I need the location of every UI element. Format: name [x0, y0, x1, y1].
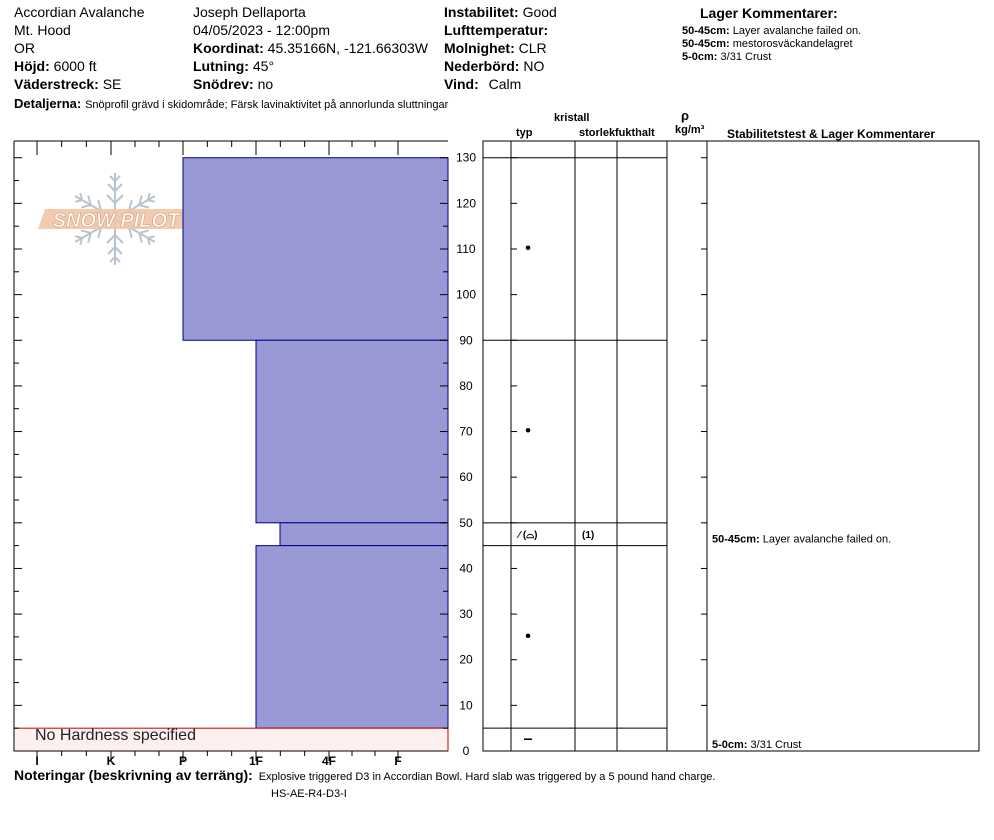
aspect-label: Väderstreck: — [14, 76, 99, 92]
hardness-layer-bar — [279, 522, 449, 547]
state: OR — [14, 40, 35, 56]
notes-row: Noteringar (beskrivning av terräng): Exp… — [14, 767, 715, 784]
details-row: Detaljerna: Snöprofil grävd i skidområde… — [14, 95, 448, 112]
depth-tick-label: 30 — [459, 607, 473, 621]
stability-comment: 5-0cm: 3/31 Crust — [712, 739, 801, 751]
depth-tick-label: 10 — [459, 698, 473, 712]
depth-tick-label: 40 — [459, 561, 473, 575]
stability-label: Instabilitet: — [444, 4, 519, 20]
logo-text: SNOW PILOT — [53, 210, 181, 232]
depth-tick-label: 90 — [459, 333, 473, 347]
wind-loading-row: Snödrev: no — [193, 76, 273, 92]
notes-text: Explosive triggered D3 in Accordian Bowl… — [258, 771, 716, 783]
wind-loading-label: Snödrev: — [193, 76, 254, 92]
layer-comment-text: Layer avalanche failed on. — [732, 25, 862, 37]
slope-row: Lutning: 45° — [193, 58, 274, 74]
hardness-tick-label: F — [394, 754, 401, 768]
elevation-row: Höjd: 6000 ft — [14, 58, 96, 74]
wind-label: Vind: — [444, 76, 479, 92]
layer-comment-range: 5-0cm: — [682, 51, 718, 63]
hardness-tick-label: 4F — [322, 754, 336, 768]
stability-column-frame — [706, 140, 980, 752]
hardness-tick-label: K — [107, 754, 116, 768]
density-unit-header: kg/m³ — [675, 124, 705, 136]
layer-comment-3: 5-0cm: 3/31 Crust — [682, 51, 771, 64]
slope-value: 45° — [252, 58, 275, 74]
precip-value: NO — [523, 58, 545, 74]
rho-header: ρ — [681, 108, 690, 123]
details-text: Snöprofil grävd i skidområde; Färsk lavi… — [85, 99, 449, 111]
layer-comment-text: mestorosväckandelagret — [732, 38, 853, 50]
grain-size-label: (1) — [582, 530, 594, 541]
hardness-tick-label: 1F — [249, 754, 263, 768]
hardness-layer-bar — [182, 157, 449, 341]
size-header: storlek — [579, 127, 616, 139]
crystal-header: kristall — [554, 112, 590, 124]
snowpilot-logo: SNOW PILOT — [38, 172, 195, 266]
depth-tick-label: 60 — [459, 470, 473, 484]
type-header: typ — [516, 127, 533, 139]
moisture-header: fukthalt — [615, 127, 655, 139]
aspect-row: Väderstreck: SE — [14, 76, 121, 92]
no-hardness-label: No Hardness specified — [35, 727, 196, 744]
depth-tick-label: 100 — [456, 288, 476, 302]
precip-row: Nederbörd: NO — [444, 58, 544, 74]
stability-value: Good — [522, 4, 557, 20]
details-label: Detaljerna: — [14, 96, 82, 111]
stability-comment-range: 50-45cm: — [712, 534, 763, 546]
grain-type-symbol: • — [525, 628, 531, 645]
precip-label: Nederbörd: — [444, 58, 520, 74]
stability-comment: 50-45cm: Layer avalanche failed on. — [712, 534, 891, 546]
sky-label: Molnighet: — [444, 40, 515, 56]
coord-value: 45.35166N, -121.66303W — [267, 40, 428, 56]
depth-tick-label: 50 — [459, 516, 473, 530]
depth-tick-label: 20 — [459, 653, 473, 667]
depth-tick-label: 130 — [456, 151, 476, 165]
depth-tick-label: 70 — [459, 425, 473, 439]
hardness-layer-bar — [255, 545, 449, 729]
depth-tick-label: 110 — [456, 242, 475, 256]
air-temp-label: Lufttemperatur: — [444, 22, 549, 38]
depth-tick-label: 120 — [456, 196, 476, 210]
observer: Joseph Dellaporta — [193, 4, 306, 20]
notes-code: HS-AE-R4-D3-I — [271, 788, 347, 800]
grain-type-symbol: • — [525, 240, 531, 257]
grain-type-symbol: – — [524, 731, 533, 748]
stability-comment-text: Layer avalanche failed on. — [763, 534, 891, 546]
elevation-value: 6000 ft — [53, 58, 97, 74]
sky-row: Molnighet: CLR — [444, 40, 547, 56]
layer-comment-range: 50-45cm: — [682, 38, 730, 50]
datetime: 04/05/2023 - 12:00pm — [193, 22, 330, 38]
layer-comment-text: 3/31 Crust — [720, 51, 772, 63]
aspect-value: SE — [102, 76, 122, 92]
location-name: Accordian Avalanche — [14, 4, 145, 20]
depth-tick-label: 0 — [463, 744, 470, 758]
coord-label: Koordinat: — [193, 40, 264, 56]
notes-label: Noteringar (beskrivning av terräng): — [14, 767, 253, 783]
wind-loading-value: no — [257, 76, 274, 92]
wind-row: Vind: Calm — [444, 76, 521, 92]
stability-comment-text: 3/31 Crust — [751, 739, 802, 751]
coord-row: Koordinat: 45.35166N, -121.66303W — [193, 40, 428, 56]
air-temp-row: Lufttemperatur: — [444, 22, 548, 38]
depth-tick-label: 80 — [459, 379, 473, 393]
slope-label: Lutning: — [193, 58, 249, 74]
wind-value: Calm — [488, 76, 522, 92]
hardness-layer-bar — [255, 339, 449, 524]
stability-title: Stabilitetstest & Lager Kommentarer — [727, 127, 936, 141]
stability-row: Instabilitet: Good — [444, 4, 557, 20]
layer-comments-title: Lager Kommentarer: — [700, 5, 838, 21]
grain-type-symbol: ⁄ (⌓) — [516, 530, 537, 541]
hardness-tick-label: P — [179, 754, 187, 768]
grain-type-symbol: • — [525, 423, 531, 440]
layer-comment-2: 50-45cm: mestorosväckandelagret — [682, 38, 853, 51]
stability-comment-range: 5-0cm: — [712, 739, 751, 751]
elevation-label: Höjd: — [14, 58, 50, 74]
region: Mt. Hood — [14, 22, 71, 38]
sky-value: CLR — [518, 40, 547, 56]
layer-comment-1: 50-45cm: Layer avalanche failed on. — [682, 25, 861, 38]
hardness-tick-label: I — [35, 754, 38, 768]
layer-comment-range: 50-45cm: — [682, 25, 730, 37]
